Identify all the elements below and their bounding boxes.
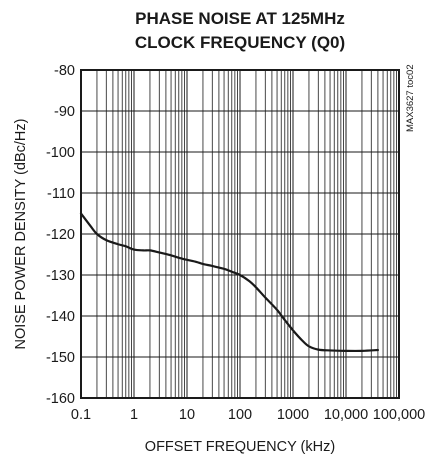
y-tick-label: -150 [46, 350, 75, 366]
y-tick-label: -80 [54, 63, 75, 79]
x-tick-labels: 0.1 1 10 100 1000 10,000 100,000 [71, 407, 425, 423]
x-axis-label: OFFSET FREQUENCY (kHz) [145, 439, 335, 455]
plot-frame [80, 69, 400, 399]
series-group [79, 212, 380, 353]
chart-title-line-1: PHASE NOISE AT 125MHz [135, 9, 345, 28]
x-tick-label: 10 [179, 407, 195, 423]
y-tick-label: -140 [46, 309, 75, 325]
y-axis-label: NOISE POWER DENSITY (dBc/Hz) [13, 119, 29, 350]
y-tick-labels: -80 -90 -100 -110 -120 -130 -140 -150 -160 [46, 63, 75, 407]
x-tick-label: 100,000 [373, 407, 425, 423]
x-tick-label: 1 [130, 407, 138, 423]
y-tick-label: -90 [54, 104, 75, 120]
x-tick-label: 1000 [277, 407, 309, 423]
y-tick-label: -160 [46, 391, 75, 407]
y-tick-label: -110 [47, 186, 75, 202]
chart-title-line-2: CLOCK FREQUENCY (Q0) [135, 33, 345, 52]
y-tick-label: -120 [46, 227, 75, 243]
x-tick-label: 100 [228, 407, 252, 423]
part-code: MAX3627 toc02 [405, 64, 416, 132]
y-tick-label: -100 [46, 145, 75, 161]
x-tick-label: 10,000 [324, 407, 368, 423]
phase-noise-line [79, 212, 380, 353]
x-tick-label: 0.1 [71, 407, 91, 423]
y-tick-label: -130 [46, 268, 75, 284]
grid [81, 69, 399, 399]
